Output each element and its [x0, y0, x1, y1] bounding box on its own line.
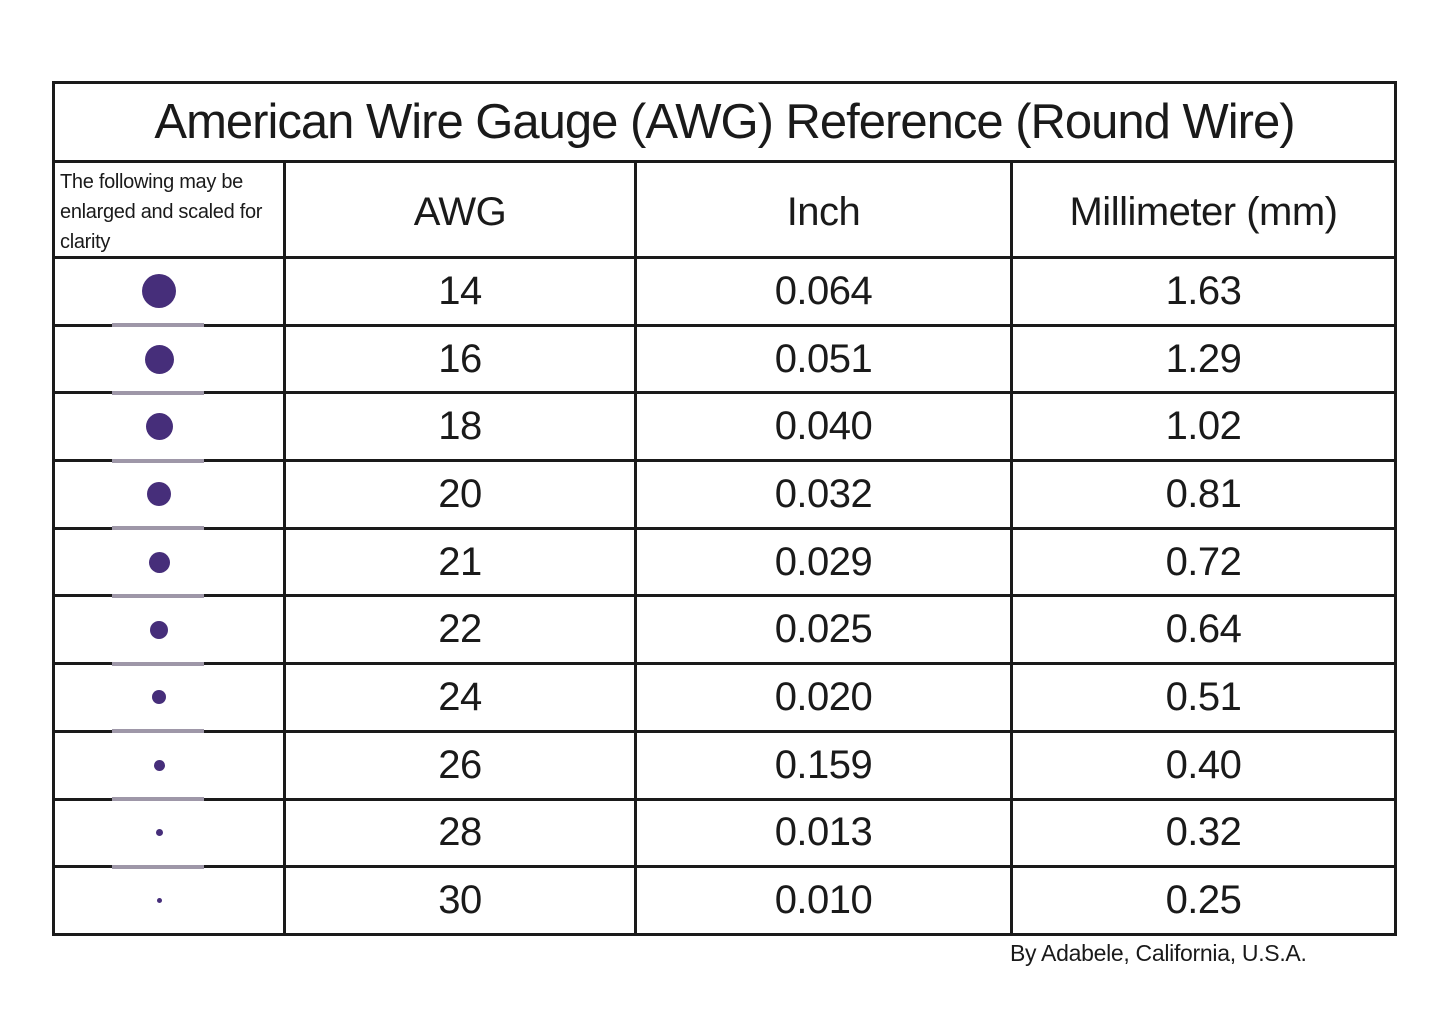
awg-value: 14: [283, 259, 634, 324]
table-row: 24 0.020 0.51: [55, 662, 1394, 734]
wire-dot-cell: [55, 801, 283, 869]
table-row: 26 0.159 0.40: [55, 729, 1394, 801]
enlargement-note: The following may be enlarged and scaled…: [60, 171, 263, 253]
table-row: 30 0.010 0.25: [55, 865, 1394, 933]
dot-baseline-line: [112, 323, 204, 328]
wire-size-dot: [152, 690, 166, 705]
table-row: 14 0.064 1.63: [55, 256, 1394, 328]
wire-size-dot: [153, 759, 165, 771]
table-title: American Wire Gauge (AWG) Reference (Rou…: [154, 95, 1295, 149]
inch-value: 0.064: [634, 259, 1010, 324]
table-row: 18 0.040 1.02: [55, 391, 1394, 463]
inch-value: 0.020: [634, 665, 1010, 730]
dot-baseline-line: [112, 797, 204, 801]
dot-baseline-line: [112, 458, 204, 463]
wire-size-dot: [144, 344, 174, 374]
column-header-millimeter: Millimeter (mm): [1010, 163, 1394, 261]
awg-value: 28: [283, 800, 634, 866]
wire-size-dot: [145, 413, 173, 441]
awg-reference-table: American Wire Gauge (AWG) Reference (Rou…: [52, 81, 1397, 936]
wire-size-dot: [156, 898, 162, 904]
footer-credit: By Adabele, California, U.S.A.: [1010, 940, 1307, 966]
table-body: 14 0.064 1.63 16 0.051 1.29 18 0.040 1.02 20 0.032…: [55, 256, 1394, 933]
inch-value: 0.013: [634, 800, 1010, 866]
table-row: 21 0.029 0.72: [55, 526, 1394, 598]
dot-baseline-line: [112, 390, 204, 395]
dot-baseline-line: [112, 526, 204, 531]
wire-dot-cell: [55, 462, 283, 531]
wire-dot-cell: [55, 733, 283, 801]
wire-size-dot: [150, 620, 168, 639]
awg-value: 20: [283, 462, 634, 527]
awg-value: 30: [283, 868, 634, 933]
table-row: 16 0.051 1.29: [55, 323, 1394, 395]
inch-value: 0.029: [634, 529, 1010, 595]
inch-value: 0.051: [634, 326, 1010, 392]
awg-value: 18: [283, 394, 634, 460]
mm-value: 0.81: [1010, 462, 1394, 527]
awg-value: 16: [283, 326, 634, 392]
table-header-row: The following may be enlarged and scaled…: [55, 160, 1394, 261]
table-row: 20 0.032 0.81: [55, 459, 1394, 531]
mm-value: 1.63: [1010, 259, 1394, 324]
dot-baseline-line: [112, 729, 204, 734]
dot-baseline-line: [112, 593, 204, 598]
table-row: 28 0.013 0.32: [55, 797, 1394, 869]
awg-value: 24: [283, 665, 634, 730]
inch-value: 0.032: [634, 462, 1010, 527]
mm-value: 0.51: [1010, 665, 1394, 730]
wire-dot-cell: [55, 597, 283, 666]
inch-value: 0.159: [634, 732, 1010, 798]
column-header-awg: AWG: [283, 163, 634, 261]
mm-value: 1.29: [1010, 326, 1394, 392]
wire-size-dot: [155, 829, 163, 837]
wire-dot-cell: [55, 665, 283, 734]
wire-dot-cell: [55, 530, 283, 598]
mm-value: 1.02: [1010, 394, 1394, 460]
wire-dot-cell: [55, 327, 283, 395]
mm-value: 0.40: [1010, 732, 1394, 798]
wire-dot-cell: [55, 259, 283, 328]
wire-dot-cell: [55, 868, 283, 933]
awg-value: 22: [283, 597, 634, 663]
awg-value: 21: [283, 529, 634, 595]
wire-dot-cell: [55, 394, 283, 463]
inch-value: 0.010: [634, 868, 1010, 933]
inch-value: 0.040: [634, 394, 1010, 460]
mm-value: 0.25: [1010, 868, 1394, 933]
mm-value: 0.32: [1010, 800, 1394, 866]
column-header-inch: Inch: [634, 163, 1010, 261]
wire-size-dot: [142, 274, 176, 309]
table-row: 22 0.025 0.64: [55, 594, 1394, 666]
wire-size-dot: [147, 482, 171, 507]
awg-value: 26: [283, 732, 634, 798]
dot-baseline-line: [112, 864, 204, 869]
mm-value: 0.64: [1010, 597, 1394, 663]
mm-value: 0.72: [1010, 529, 1394, 595]
dot-baseline-line: [112, 661, 204, 666]
wire-size-dot: [148, 551, 170, 573]
inch-value: 0.025: [634, 597, 1010, 663]
